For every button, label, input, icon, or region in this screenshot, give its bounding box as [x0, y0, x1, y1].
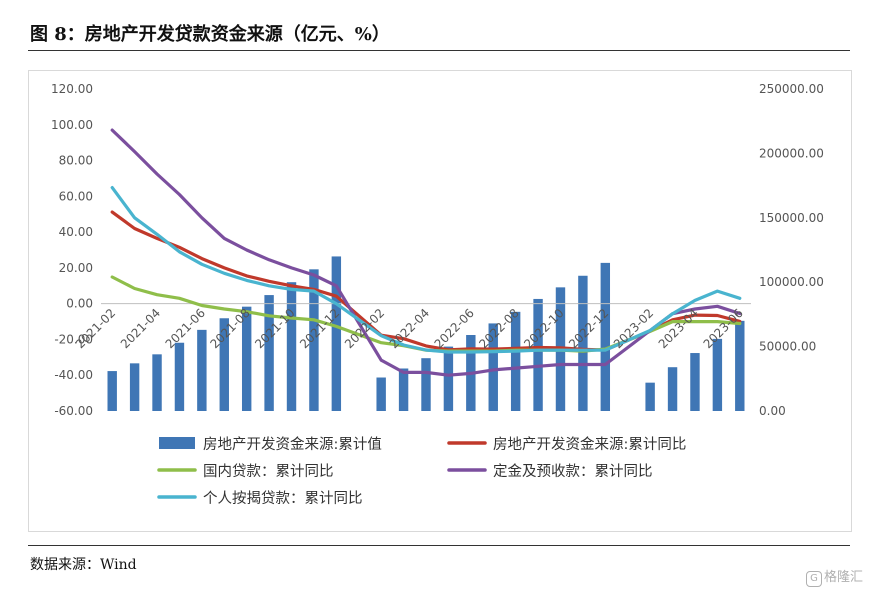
bar — [443, 346, 454, 411]
bar — [197, 329, 207, 411]
legend-swatch-bar — [159, 437, 195, 449]
right-axis-tick-label: 50000.00 — [759, 340, 816, 354]
right-axis-tick-label: 150000.00 — [759, 211, 824, 225]
chart-frame: 120.00 100.00 80.00 60.00 40.00 20.00 0.00 -20.… — [28, 70, 852, 532]
bar — [690, 353, 700, 411]
bar — [712, 338, 723, 411]
bar — [600, 262, 611, 411]
watermark-logo-icon: G — [806, 571, 822, 587]
bar — [488, 323, 498, 411]
legend-label: 国内贷款：累计同比 — [203, 463, 334, 480]
legend-label: 定金及预收款：累计同比 — [493, 463, 653, 480]
bar — [219, 318, 229, 411]
left-axis-tick-label: 60.00 — [59, 189, 93, 203]
left-axis-tick-label: 20.00 — [59, 261, 93, 275]
right-axis-tick-label: 250000.00 — [759, 82, 824, 96]
bar — [241, 306, 252, 411]
right-axis-tick-label: 0.00 — [759, 404, 786, 418]
footer-rule — [28, 545, 850, 546]
left-axis-tick-label: 40.00 — [59, 225, 93, 239]
legend-label: 个人按揭贷款：累计同比 — [203, 490, 363, 507]
figure-title: 图 8：房地产开发贷款资金来源（亿元、%） — [30, 24, 390, 45]
bar — [129, 363, 140, 411]
left-axis-tick-label: 80.00 — [59, 154, 93, 168]
chart-plot: 120.00 100.00 80.00 60.00 40.00 20.00 0.00 -20.… — [51, 82, 824, 507]
series-line — [110, 186, 742, 354]
watermark: G 格隆汇 — [806, 566, 863, 587]
bar — [264, 295, 274, 411]
bar — [578, 275, 588, 411]
left-axis-tick-label: 0.00 — [66, 297, 93, 311]
right-axis-tick-label: 200000.00 — [759, 146, 824, 160]
left-axis-tick-label: 120.00 — [51, 82, 93, 96]
left-axis-tick-label: 100.00 — [51, 118, 93, 132]
x-axis-tick-label: 2021-02 — [73, 306, 118, 351]
bar — [398, 368, 409, 411]
left-axis-tick-label: -40.00 — [54, 368, 93, 382]
bar — [510, 311, 521, 411]
left-axis-tick-label: -20.00 — [54, 332, 93, 346]
bar — [376, 377, 386, 411]
bar — [107, 371, 117, 411]
source-note: 数据来源：Wind — [30, 557, 137, 573]
legend-label: 房地产开发资金来源:累计同比 — [493, 436, 686, 453]
left-axis-tick-label: -60.00 — [54, 404, 93, 418]
bar — [331, 256, 342, 411]
legend-label: 房地产开发资金来源:累计值 — [203, 436, 382, 453]
right-axis-tick-label: 100000.00 — [759, 275, 824, 289]
watermark-text: 格隆汇 — [824, 570, 864, 585]
series-line — [110, 210, 742, 352]
bar — [421, 358, 431, 411]
bar — [152, 354, 162, 411]
bar — [735, 320, 745, 411]
series-line — [110, 128, 742, 377]
bar — [286, 282, 297, 411]
bar — [645, 382, 655, 411]
x-axis-tick-label: 2021-04 — [118, 306, 163, 351]
bar — [533, 298, 543, 411]
bar — [667, 367, 678, 411]
title-rule — [28, 50, 850, 51]
bar — [174, 342, 185, 411]
bar — [309, 269, 319, 411]
